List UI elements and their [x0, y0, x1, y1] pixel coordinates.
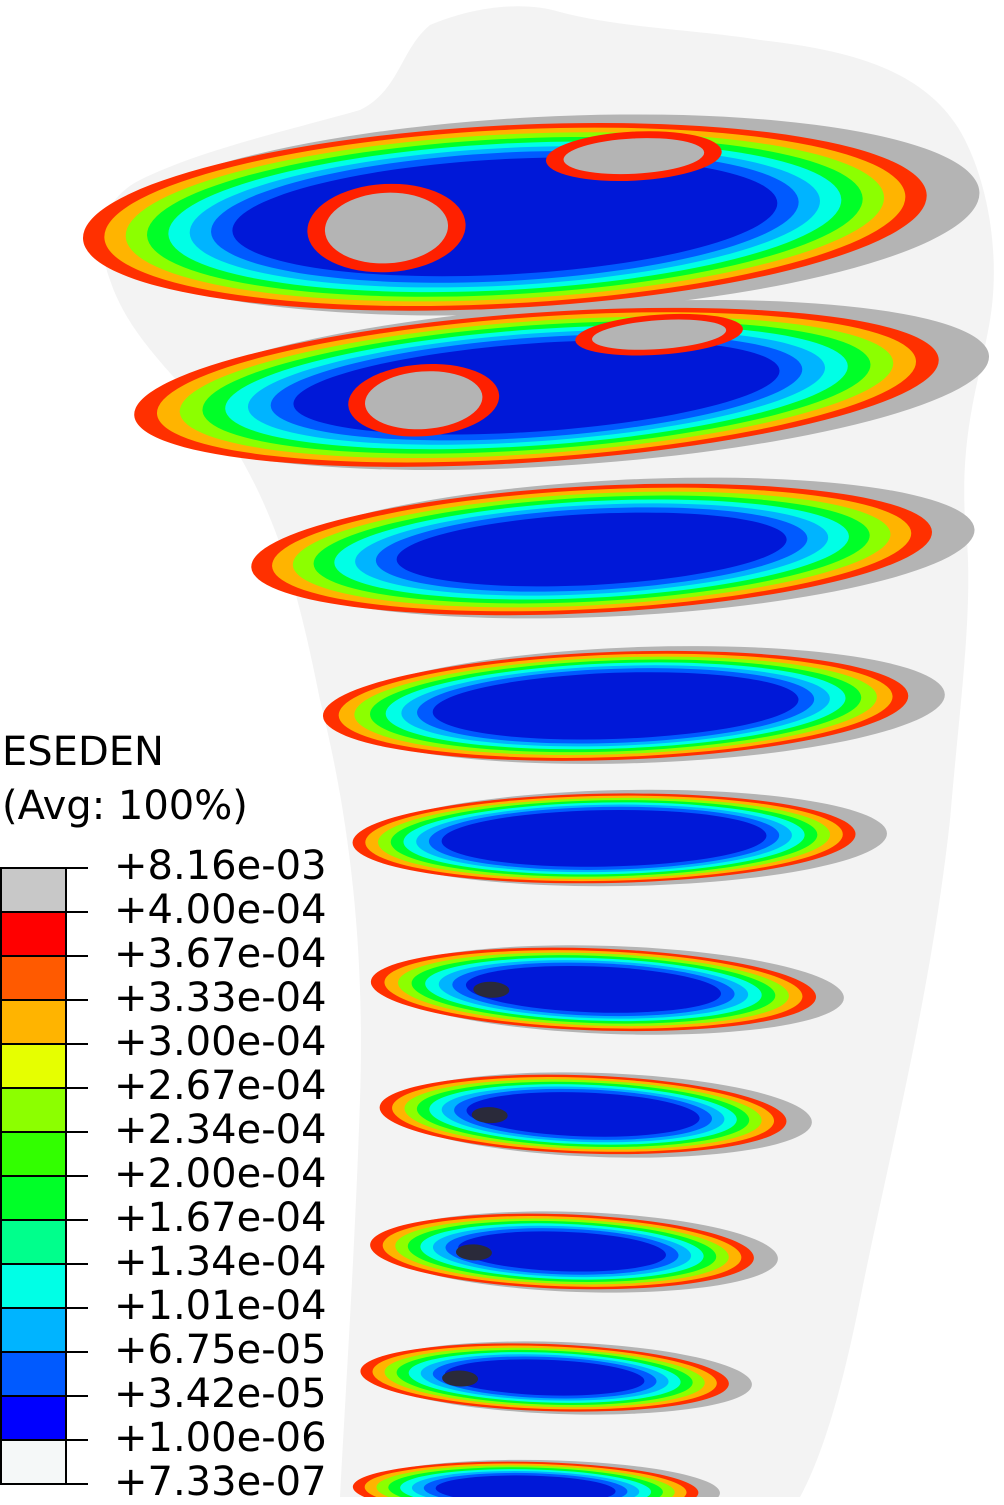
cross-section	[251, 477, 975, 619]
cross-section	[322, 646, 945, 764]
legend-swatch	[0, 1043, 67, 1089]
legend-swatch	[0, 1219, 67, 1265]
legend-tick-label: +1.00e-06	[114, 1415, 327, 1461]
legend-colorbar	[0, 867, 88, 1485]
dark-patch	[473, 981, 510, 998]
legend-swatch	[0, 1263, 67, 1309]
legend-swatch	[0, 999, 67, 1045]
legend-subtitle: (Avg: 100%)	[2, 783, 248, 829]
legend-swatch	[0, 1175, 67, 1221]
low-density-core	[465, 965, 721, 1013]
cross-section	[352, 1459, 720, 1497]
legend-swatch	[0, 1131, 67, 1177]
legend-swatch	[0, 955, 67, 1001]
legend-tick-label: +1.67e-04	[114, 1195, 327, 1241]
legend-tick-label: +3.00e-04	[114, 1019, 327, 1065]
low-density-core	[458, 1231, 666, 1272]
cross-section	[370, 1211, 778, 1293]
legend-tick-label: +7.33e-07	[114, 1459, 327, 1505]
hotspot	[592, 319, 727, 350]
legend-swatch	[0, 1351, 67, 1397]
low-density-core	[432, 672, 799, 740]
legend-tick-label: +1.01e-04	[114, 1283, 327, 1329]
legend-tick-label: +1.34e-04	[114, 1239, 327, 1285]
legend-tick-label: +8.16e-03	[114, 843, 327, 889]
hotspot	[365, 371, 483, 430]
dark-patch	[442, 1370, 479, 1387]
low-density-core	[466, 1092, 700, 1137]
legend-tick-label: +3.33e-04	[114, 975, 327, 1021]
cross-section	[360, 1341, 752, 1415]
legend-tick-label: +6.75e-05	[114, 1327, 327, 1373]
legend-tick-label: +2.67e-04	[114, 1063, 327, 1109]
cross-section	[352, 789, 887, 887]
cross-section	[134, 299, 990, 471]
legend-tick-label: +3.42e-05	[114, 1371, 327, 1417]
legend-swatch	[0, 911, 67, 957]
dark-patch	[471, 1107, 508, 1124]
legend-swatch	[0, 867, 67, 913]
legend-tick-label: +2.00e-04	[114, 1151, 327, 1197]
legend-swatch	[0, 1395, 67, 1441]
low-density-core	[396, 512, 787, 587]
legend-tick-label: +2.34e-04	[114, 1107, 327, 1153]
hotspot	[563, 138, 705, 175]
legend-swatch	[0, 1439, 67, 1485]
legend-tick-label: +3.67e-04	[114, 931, 327, 977]
legend-title: ESEDEN	[2, 729, 164, 775]
cross-section	[379, 1072, 812, 1158]
low-density-core	[444, 1359, 645, 1396]
hotspot	[324, 192, 449, 264]
dark-patch	[455, 1244, 492, 1261]
legend-swatch	[0, 1087, 67, 1133]
legend-tick-label: +4.00e-04	[114, 887, 327, 933]
low-density-core	[441, 809, 767, 867]
legend-swatch	[0, 1307, 67, 1353]
cross-section	[370, 945, 844, 1035]
cross-section	[83, 114, 980, 316]
